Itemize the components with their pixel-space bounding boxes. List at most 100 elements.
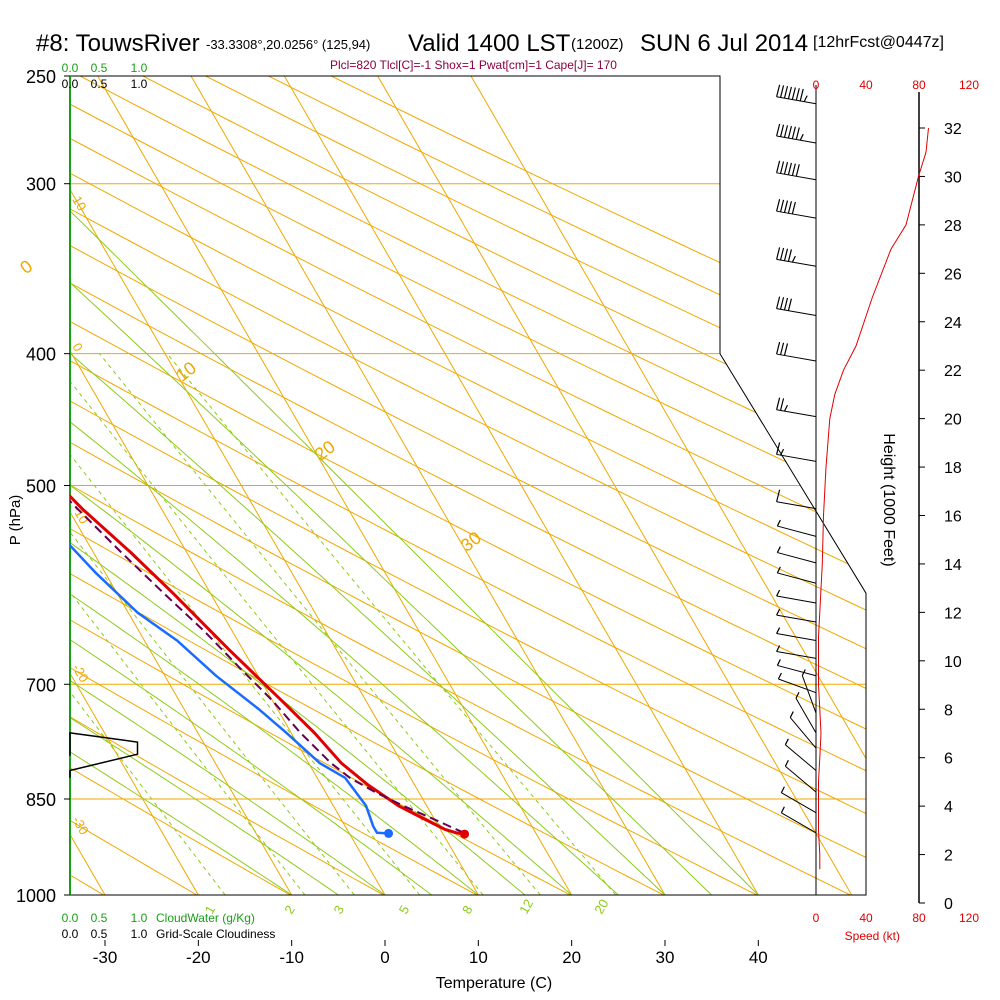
wind-barb-staff (785, 744, 817, 771)
wind-barb-staff (785, 765, 817, 793)
pressure-tick-label: 1000 (16, 886, 56, 906)
wind-barb (784, 738, 817, 771)
dry-adiabat-line (70, 76, 866, 895)
height-tick-label: 20 (944, 412, 962, 429)
surface-temperature-marker (460, 829, 470, 839)
wind-barb-flag (779, 124, 785, 137)
height-tick-label: 26 (944, 266, 962, 283)
dry-adiabat-line (70, 76, 866, 895)
wind-speed-profile (818, 127, 929, 870)
wind-barb-staff (777, 525, 817, 537)
x-axis-label: Temperature (C) (436, 975, 552, 992)
dry-adiabat-label: -20 (69, 661, 91, 685)
mixing-ratio-line (70, 353, 226, 895)
wind-barb-flag (776, 608, 781, 616)
isotherm-line (97, 76, 573, 895)
wind-barb (776, 589, 817, 604)
wind-barb-flag (787, 249, 793, 262)
dry-adiabat-line (70, 76, 851, 895)
wind-barb (776, 659, 817, 677)
wind-barb-flag (783, 343, 789, 356)
mixing-ratio-label: 8 (459, 903, 476, 917)
wind-barb-staff (776, 614, 817, 623)
series-parcel-line (70, 460, 465, 834)
cloudiness-bottom-tick: 0.0 (62, 927, 79, 941)
wind-barb-flag (779, 161, 785, 174)
wind-barb-flag (783, 248, 789, 261)
height-tick-label: 12 (944, 605, 962, 622)
wind-barb-flag (787, 86, 793, 99)
cloud-water-bottom-tick: 1.0 (131, 911, 148, 925)
wind-barb-staff (776, 409, 817, 418)
cloudiness-bottom-tick: 1.0 (131, 927, 148, 941)
wind-barb-flag (776, 566, 781, 574)
cloud-water-axis-label: CloudWater (g/Kg) (156, 911, 255, 925)
wind-barb-flag (791, 126, 796, 139)
wind-barb-staff (776, 595, 817, 604)
dry-adiabat-line (0, 76, 10, 895)
wind-barb-flag (783, 200, 789, 213)
moist-adiabat-line (70, 76, 666, 895)
pressure-tick-label: 700 (26, 675, 56, 695)
speed-top-tick: 40 (859, 78, 873, 92)
wind-barb-flag (783, 85, 789, 99)
wind-barb (795, 691, 817, 734)
wind-barb (784, 760, 817, 793)
wind-barb (776, 442, 817, 462)
dry-adiabat-label: 10 (69, 193, 89, 213)
wind-barb-flag (787, 125, 793, 139)
height-tick-label: 28 (944, 218, 962, 235)
x-tick-label: 30 (656, 948, 675, 967)
height-tick-label: 24 (944, 315, 962, 332)
wind-barb (776, 546, 817, 564)
moist-adiabat-line (70, 76, 526, 895)
wind-barb-flag (779, 297, 785, 310)
wind-barb-flag (779, 342, 785, 355)
wind-barb (776, 199, 817, 219)
wind-barb-flag (783, 404, 789, 412)
wind-barb (776, 489, 817, 510)
wind-barb-flag (784, 760, 789, 767)
moist-adiabat-line (70, 76, 292, 895)
cloud-water-top-tick: 0.5 (91, 61, 108, 75)
mixing-ratio-line (70, 353, 421, 895)
wind-barb-flag (776, 341, 781, 355)
wind-barb-staff (795, 697, 817, 734)
dry-adiabat-line (70, 76, 571, 895)
isotherm-label: 30 (457, 528, 485, 556)
mixing-ratio-line (70, 353, 306, 895)
wind-barb-flag (799, 88, 804, 102)
x-tick-label: 20 (562, 948, 581, 967)
grid-layer (0, 76, 866, 895)
wind-barb-flag (776, 397, 781, 410)
speed-bottom-tick: 40 (859, 911, 873, 925)
wind-barb (776, 296, 817, 317)
moist-adiabat-line (70, 76, 713, 895)
wind-barb-flag (776, 645, 781, 652)
wind-barb-staff (776, 501, 817, 510)
sounding-stats: Plcl=820 Tlcl[C]=-1 Shox=1 Pwat[cm]=1 Ca… (330, 58, 617, 72)
cloudiness-bottom-tick: 0.5 (91, 927, 108, 941)
moist-adiabat-line (70, 76, 339, 895)
dry-adiabat-line (70, 76, 866, 895)
cloudiness-top-tick: 0.0 (62, 77, 79, 91)
dry-adiabat-line (70, 76, 758, 895)
dry-adiabat-line (70, 76, 384, 895)
moist-adiabat-line (70, 76, 386, 895)
pressure-tick-label: 500 (26, 477, 56, 497)
wind-barb-staff (777, 552, 817, 564)
moist-adiabat-line (70, 76, 433, 895)
mixing-ratio-line (70, 353, 484, 895)
wind-barb (776, 645, 817, 659)
height-axis-label: Height (1000 Feet) (880, 433, 897, 566)
x-tick-label: -10 (279, 948, 304, 967)
height-tick-label: 2 (944, 848, 953, 865)
mixing-ratio-label: 2 (281, 903, 298, 917)
wind-barb-flag (791, 163, 796, 176)
wind-barb (776, 566, 817, 584)
wind-barb-staff (778, 678, 817, 694)
dry-adiabat-line (70, 76, 866, 895)
cloud-water-top-tick: 1.0 (131, 61, 148, 75)
wind-barb-flag (791, 87, 796, 100)
mixing-ratio-line (99, 353, 541, 895)
